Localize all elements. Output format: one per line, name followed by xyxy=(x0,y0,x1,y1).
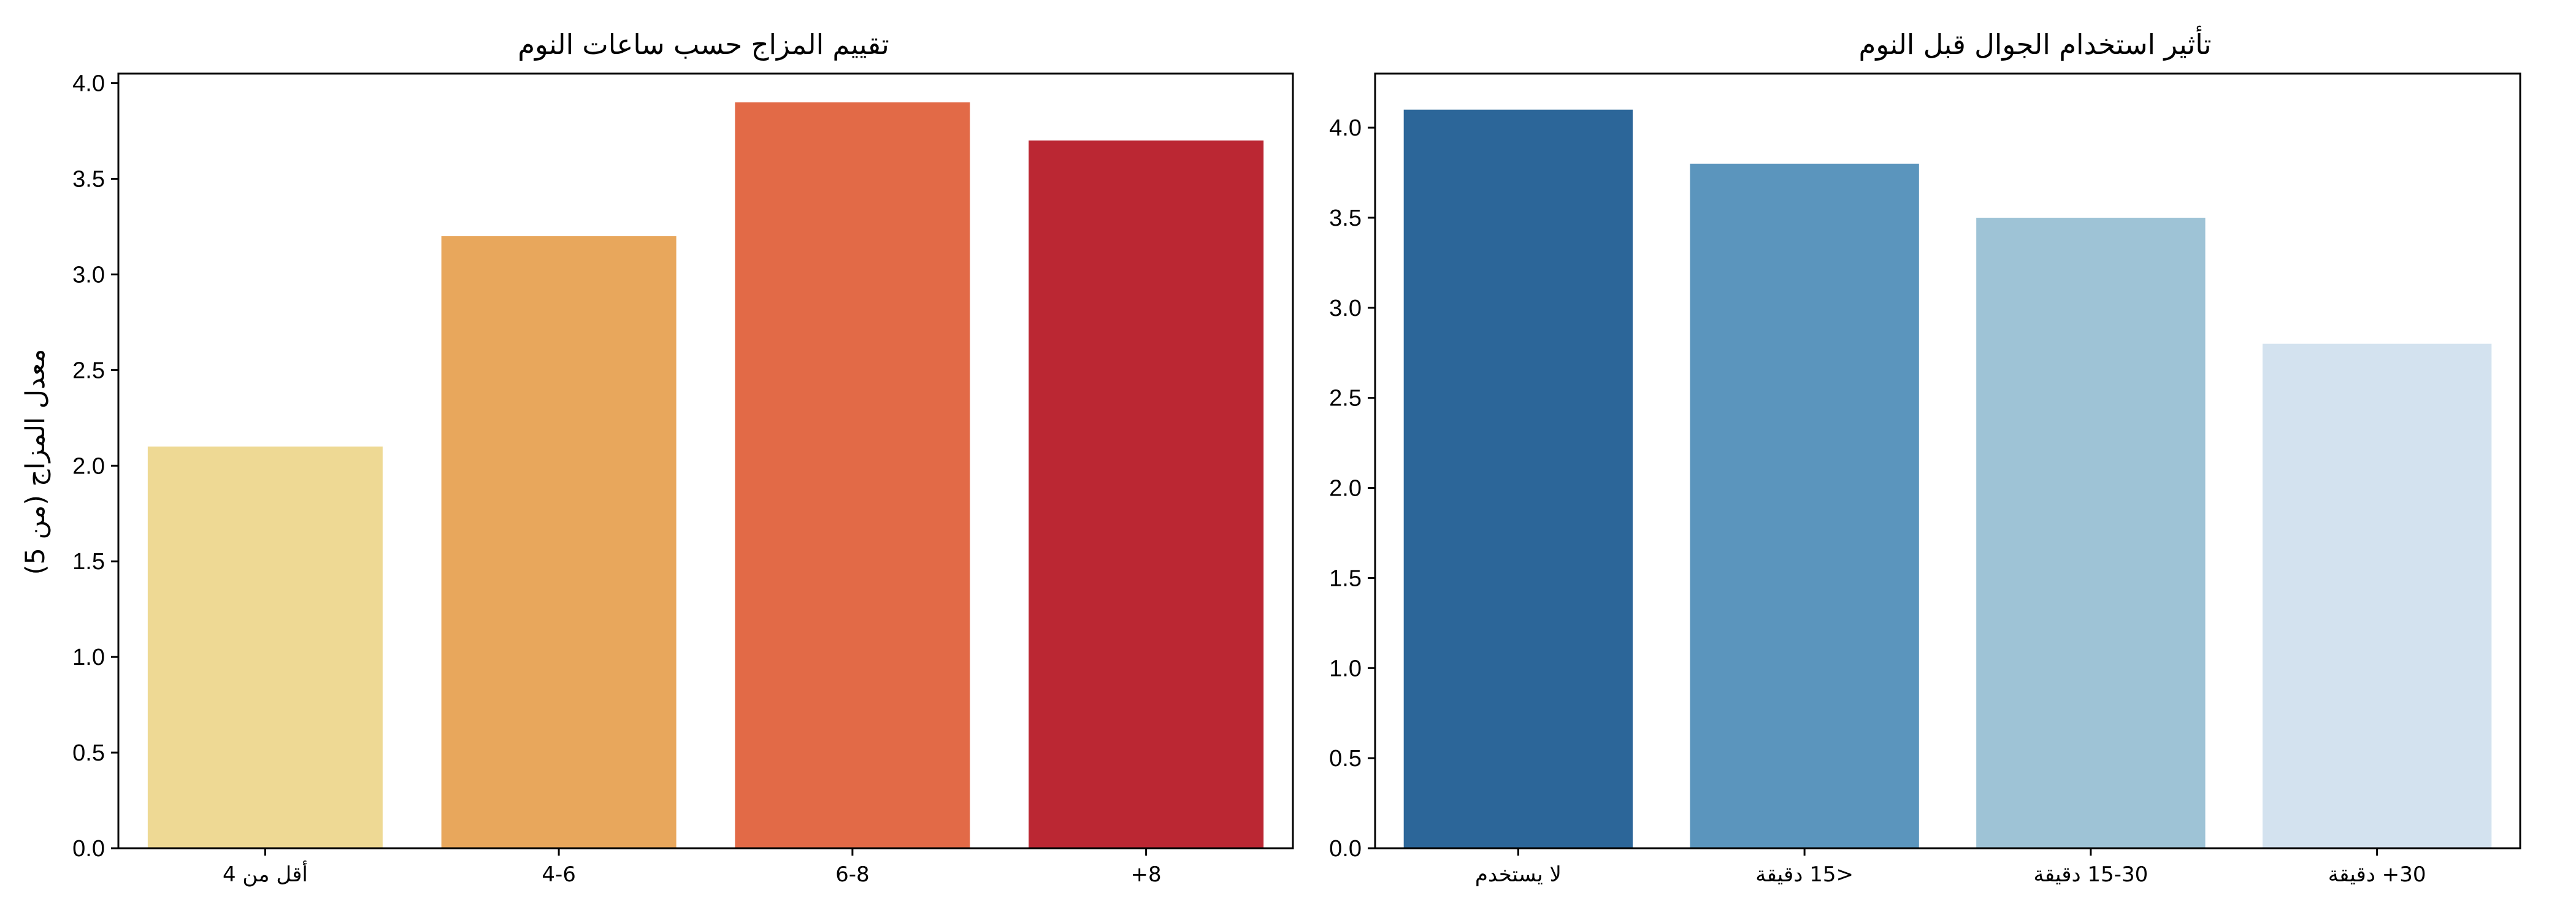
bar xyxy=(1690,163,1919,848)
chart-title: تقييم المزاج حسب ساعات النوم xyxy=(518,28,889,61)
x-ticks: لا يستخدم <15 دقيقة 15-30 دقيقة 30+ دقيقة xyxy=(1475,848,2426,887)
x-tick-label: أقل من 4 xyxy=(223,861,308,887)
y-tick-label: 1.5 xyxy=(1329,565,1362,591)
y-tick-label: 3.5 xyxy=(1329,205,1362,231)
bar xyxy=(147,447,383,848)
y-tick-label: 0.5 xyxy=(1329,746,1362,772)
y-axis-label: معدل المزاج (من 5) xyxy=(20,349,51,575)
plot-frame xyxy=(1374,72,2521,849)
bar xyxy=(735,102,970,848)
y-tick-label: 2.5 xyxy=(72,358,105,383)
bar xyxy=(1976,217,2206,848)
y-tick-label: 3.0 xyxy=(1329,296,1362,321)
bar xyxy=(441,236,677,848)
y-tick-label: 0.0 xyxy=(72,836,105,862)
x-ticks: أقل من 4 4-6 6-8 8+ xyxy=(223,848,1162,887)
bar xyxy=(2262,343,2492,848)
x-tick-label: 15-30 دقيقة xyxy=(2034,862,2149,887)
plot-frame xyxy=(117,72,1294,849)
x-tick-label: 30+ دقيقة xyxy=(2328,862,2426,887)
bars xyxy=(1403,109,2492,849)
y-tick-label: 1.5 xyxy=(72,549,105,575)
y-tick-label: 2.0 xyxy=(1329,476,1362,502)
y-tick-label: 4.0 xyxy=(72,71,105,97)
x-tick-label: لا يستخدم xyxy=(1475,862,1562,887)
x-tick-label: <15 دقيقة xyxy=(1755,862,1853,887)
bar xyxy=(1403,109,1633,849)
y-ticks: 0.0 0.5 1.0 1.5 2.0 2.5 3.0 3.5 4.0 xyxy=(1329,115,1375,862)
y-tick-label: 0.0 xyxy=(1329,836,1362,862)
x-tick-label: 6-8 xyxy=(835,862,870,887)
y-tick-label: 0.5 xyxy=(72,740,105,766)
y-tick-label: 4.0 xyxy=(1329,115,1362,141)
x-tick-label: 8+ xyxy=(1131,862,1162,887)
y-tick-label: 1.0 xyxy=(72,645,105,670)
chart-mood-by-sleep: تقييم المزاج حسب ساعات النوم معدل المزاج… xyxy=(20,28,1294,887)
bars xyxy=(147,102,1264,848)
bar xyxy=(1029,140,1264,848)
y-tick-label: 2.0 xyxy=(72,453,105,479)
y-tick-label: 1.0 xyxy=(1329,656,1362,681)
chart-phone-use-effect: تأثير استخدام الجوال قبل النوم 0.0 0.5 1.0… xyxy=(1329,25,2521,887)
x-tick-label: 4-6 xyxy=(542,862,576,887)
y-ticks: 0.0 0.5 1.0 1.5 2.0 2.5 3.0 3.5 4.0 xyxy=(72,71,118,862)
y-tick-label: 2.5 xyxy=(1329,386,1362,412)
y-tick-label: 3.0 xyxy=(72,262,105,288)
chart-title: تأثير استخدام الجوال قبل النوم xyxy=(1859,25,2212,61)
y-tick-label: 3.5 xyxy=(72,167,105,193)
